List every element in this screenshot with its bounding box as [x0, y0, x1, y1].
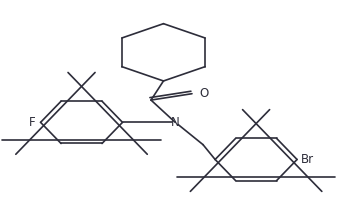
Text: O: O — [200, 87, 209, 100]
Text: N: N — [171, 116, 180, 129]
Text: Br: Br — [301, 153, 314, 166]
Text: F: F — [29, 116, 35, 129]
